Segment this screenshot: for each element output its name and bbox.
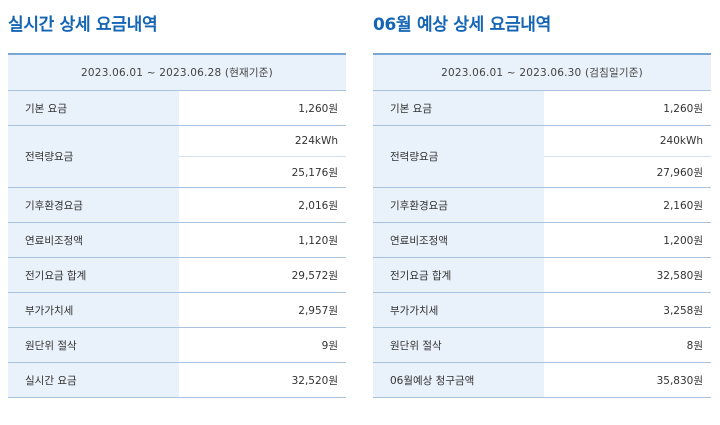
table-row: 연료비조정액 1,120원: [8, 222, 346, 258]
table-row: 연료비조정액 1,200원: [373, 222, 711, 258]
final-label: 실시간 요금: [8, 362, 179, 398]
table-row: 25,176원: [8, 156, 346, 188]
forecast-bill-table: 2023.06.01 ~ 2023.06.30 (검침일기준) 기본 요금 1,…: [373, 53, 711, 398]
basic-fee-label: 기본 요금: [373, 90, 544, 126]
table-row: 전기요금 합계 29,572원: [8, 257, 346, 293]
energy-fee-value: 25,176원: [179, 156, 346, 188]
climate-fee-label: 기후환경요금: [8, 187, 179, 223]
table-row: 전력량요금 224kWh: [8, 125, 346, 188]
table-row: 기본 요금 1,260원: [8, 90, 346, 126]
period-row: 2023.06.01 ~ 2023.06.28 (현재기준): [8, 54, 346, 91]
total-value: 29,572원: [179, 257, 346, 293]
basic-fee-value: 1,260원: [544, 90, 711, 126]
vat-value: 2,957원: [179, 292, 346, 328]
final-label: 06월예상 청구금액: [373, 362, 544, 398]
table-row: 실시간 요금 32,520원: [8, 362, 346, 398]
total-value: 32,580원: [544, 257, 711, 293]
table-row: 전력량요금 240kWh: [373, 125, 711, 188]
table-row: 27,960원: [373, 156, 711, 188]
fuel-adjust-label: 연료비조정액: [8, 222, 179, 258]
energy-fee-label: 전력량요금: [373, 125, 544, 188]
table-row: 기본 요금 1,260원: [373, 90, 711, 126]
vat-label: 부가가치세: [373, 292, 544, 328]
period-text: 2023.06.01 ~ 2023.06.30 (검침일기준): [373, 54, 711, 91]
table-row: 원단위 절삭 9원: [8, 327, 346, 363]
period-text: 2023.06.01 ~ 2023.06.28 (현재기준): [8, 54, 346, 91]
rounding-value: 8원: [544, 327, 711, 363]
final-value: 32,520원: [179, 362, 346, 398]
table-row: 부가가치세 3,258원: [373, 292, 711, 328]
vat-label: 부가가치세: [8, 292, 179, 328]
climate-fee-value: 2,016원: [179, 187, 346, 223]
realtime-bill-table: 2023.06.01 ~ 2023.06.28 (현재기준) 기본 요금 1,2…: [8, 53, 346, 398]
final-value: 35,830원: [544, 362, 711, 398]
climate-fee-label: 기후환경요금: [373, 187, 544, 223]
forecast-title: 06월 예상 상세 요금내역: [373, 15, 551, 35]
energy-usage-value: 240kWh: [544, 125, 711, 157]
table-row: 기후환경요금 2,160원: [373, 187, 711, 223]
fuel-adjust-value: 1,200원: [544, 222, 711, 258]
table-row: 원단위 절삭 8원: [373, 327, 711, 363]
total-label: 전기요금 합계: [8, 257, 179, 293]
total-label: 전기요금 합계: [373, 257, 544, 293]
climate-fee-value: 2,160원: [544, 187, 711, 223]
period-row: 2023.06.01 ~ 2023.06.30 (검침일기준): [373, 54, 711, 91]
table-row: 전기요금 합계 32,580원: [373, 257, 711, 293]
energy-fee-value: 27,960원: [544, 156, 711, 188]
vat-value: 3,258원: [544, 292, 711, 328]
basic-fee-label: 기본 요금: [8, 90, 179, 126]
fuel-adjust-label: 연료비조정액: [373, 222, 544, 258]
table-row: 부가가치세 2,957원: [8, 292, 346, 328]
fuel-adjust-value: 1,120원: [179, 222, 346, 258]
energy-usage-value: 224kWh: [179, 125, 346, 157]
table-row: 기후환경요금 2,016원: [8, 187, 346, 223]
realtime-title: 실시간 상세 요금내역: [8, 15, 158, 35]
rounding-label: 원단위 절삭: [373, 327, 544, 363]
energy-fee-label: 전력량요금: [8, 125, 179, 188]
table-row: 06월예상 청구금액 35,830원: [373, 362, 711, 398]
rounding-label: 원단위 절삭: [8, 327, 179, 363]
rounding-value: 9원: [179, 327, 346, 363]
basic-fee-value: 1,260원: [179, 90, 346, 126]
